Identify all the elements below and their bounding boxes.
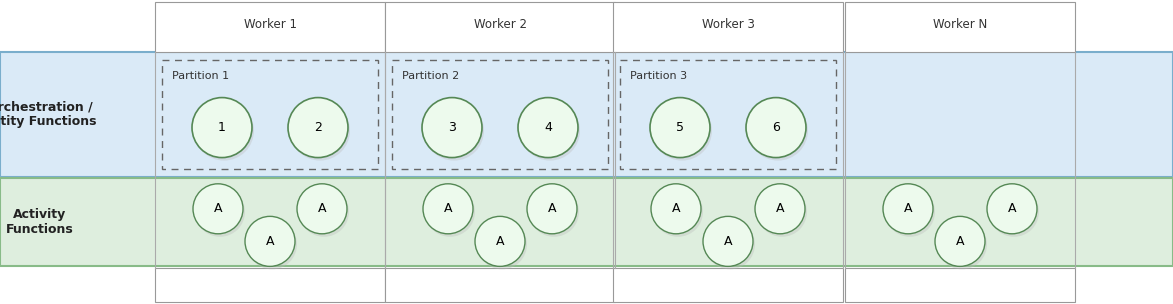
- Text: A: A: [266, 235, 274, 248]
- Bar: [613, 2, 843, 52]
- Bar: [845, 268, 1074, 302]
- Text: A: A: [672, 202, 680, 215]
- Ellipse shape: [290, 101, 350, 161]
- Ellipse shape: [884, 187, 935, 237]
- Text: A: A: [213, 202, 222, 215]
- Ellipse shape: [477, 219, 527, 269]
- Ellipse shape: [703, 216, 753, 266]
- Ellipse shape: [989, 187, 1039, 237]
- Ellipse shape: [883, 184, 933, 234]
- Ellipse shape: [650, 98, 710, 157]
- Text: 3: 3: [448, 121, 456, 134]
- Ellipse shape: [518, 98, 578, 157]
- Ellipse shape: [652, 101, 712, 161]
- Bar: [155, 268, 385, 302]
- Bar: [0, 178, 1173, 266]
- Ellipse shape: [297, 184, 347, 234]
- Ellipse shape: [195, 187, 245, 237]
- Text: A: A: [496, 235, 504, 248]
- Text: Partition 1: Partition 1: [172, 71, 229, 81]
- Bar: [613, 268, 843, 302]
- Ellipse shape: [651, 184, 701, 234]
- Text: A: A: [318, 202, 326, 215]
- Text: A: A: [443, 202, 453, 215]
- Ellipse shape: [527, 184, 577, 234]
- Bar: [845, 2, 1074, 52]
- Text: A: A: [548, 202, 556, 215]
- Text: Partition 3: Partition 3: [630, 71, 687, 81]
- Text: A: A: [1008, 202, 1016, 215]
- Text: A: A: [775, 202, 785, 215]
- Text: Worker 2: Worker 2: [474, 18, 527, 30]
- Ellipse shape: [289, 98, 348, 157]
- Text: Orchestration /
Entity Functions: Orchestration / Entity Functions: [0, 101, 96, 129]
- Ellipse shape: [194, 184, 243, 234]
- Text: A: A: [903, 202, 913, 215]
- Text: Worker 3: Worker 3: [701, 18, 754, 30]
- Ellipse shape: [937, 219, 986, 269]
- Text: Worker N: Worker N: [933, 18, 988, 30]
- Ellipse shape: [705, 219, 755, 269]
- Ellipse shape: [746, 98, 806, 157]
- Text: 1: 1: [218, 121, 226, 134]
- Ellipse shape: [245, 216, 294, 266]
- Text: Worker 1: Worker 1: [244, 18, 297, 30]
- Text: 4: 4: [544, 121, 552, 134]
- Bar: [162, 60, 378, 169]
- Ellipse shape: [299, 187, 350, 237]
- Text: 5: 5: [676, 121, 684, 134]
- Ellipse shape: [475, 216, 526, 266]
- Bar: [0, 52, 1173, 177]
- Bar: [385, 268, 615, 302]
- Ellipse shape: [529, 187, 579, 237]
- Ellipse shape: [757, 187, 807, 237]
- Text: 6: 6: [772, 121, 780, 134]
- Ellipse shape: [748, 101, 808, 161]
- Ellipse shape: [755, 184, 805, 234]
- Text: A: A: [724, 235, 732, 248]
- Bar: [385, 2, 615, 52]
- Bar: [155, 2, 385, 52]
- Text: Partition 2: Partition 2: [402, 71, 460, 81]
- Text: Activity
Functions: Activity Functions: [6, 208, 74, 236]
- Ellipse shape: [935, 216, 985, 266]
- Ellipse shape: [986, 184, 1037, 234]
- Ellipse shape: [520, 101, 579, 161]
- Bar: [621, 60, 836, 169]
- Ellipse shape: [653, 187, 703, 237]
- Ellipse shape: [422, 98, 482, 157]
- Ellipse shape: [423, 101, 484, 161]
- Ellipse shape: [192, 98, 252, 157]
- Text: A: A: [956, 235, 964, 248]
- Ellipse shape: [423, 184, 473, 234]
- Bar: [392, 60, 608, 169]
- Text: 2: 2: [314, 121, 321, 134]
- Ellipse shape: [194, 101, 255, 161]
- Ellipse shape: [425, 187, 475, 237]
- Ellipse shape: [248, 219, 297, 269]
